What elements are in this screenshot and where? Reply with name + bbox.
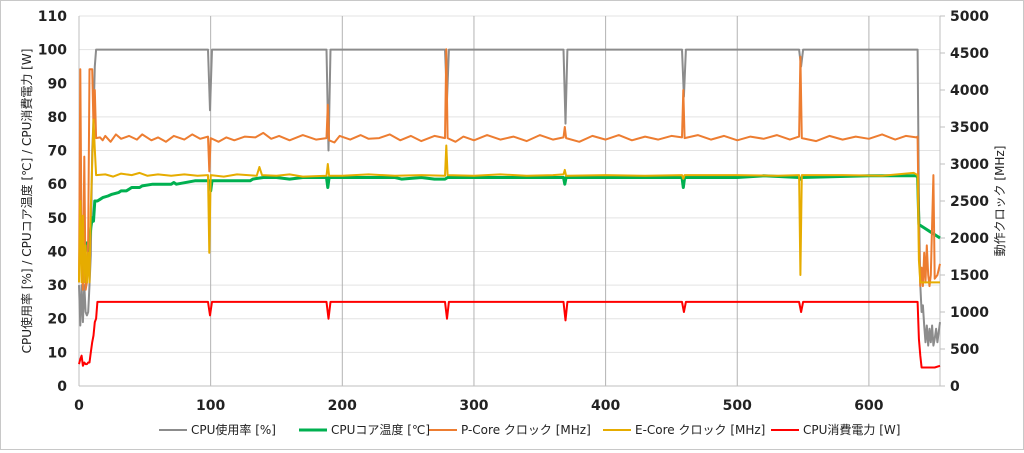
legend-entry: CPU使用率 [%] [191, 422, 276, 437]
legend-entry: CPU消費電力 [W] [803, 422, 900, 437]
y-axis-right-label: 動作クロック [MHz] [993, 146, 1007, 257]
y-left-tick-label: 90 [48, 76, 68, 92]
legend: CPU使用率 [%] CPUコア温度 [℃] P-Core クロック [MHz] E-… [159, 422, 900, 437]
y-right-tick-label: 2500 [950, 194, 989, 210]
legend-entry: E-Core クロック [MHz] [635, 423, 765, 437]
legend-entry: CPUコア温度 [℃] [331, 422, 430, 437]
y-axis-left-label: CPU使用率 [%] / CPUコア温度 [℃] / CPU消費電力 [W] [19, 49, 34, 354]
x-tick-label: 200 [328, 398, 357, 414]
y-right-tick-label: 3500 [950, 120, 989, 136]
y-left-tick-label: 10 [48, 345, 68, 361]
legend-entry: P-Core クロック [MHz] [461, 423, 591, 437]
x-tick-label: 300 [459, 398, 488, 414]
series-lines [78, 48, 941, 369]
y-left-tick-label: 50 [48, 211, 68, 227]
y-right-tick-label: 0 [950, 379, 960, 395]
y-left-tick-label: 60 [48, 177, 68, 193]
y-right-tick-label: 500 [950, 342, 979, 358]
x-tick-label: 400 [591, 398, 620, 414]
y-left-tick-label: 80 [48, 110, 68, 126]
y-right-tick-label: 2000 [950, 231, 989, 247]
series-line-3 [78, 118, 940, 284]
y-right-tick-label: 1500 [950, 268, 989, 284]
y-left-tick-label: 70 [48, 144, 68, 160]
series-line-4 [78, 300, 941, 369]
x-tick-label: 100 [196, 398, 225, 414]
series-line-1 [85, 174, 941, 253]
x-tick-label: 600 [854, 398, 883, 414]
x-tick-label: 0 [74, 398, 84, 414]
y-left-tick-label: 0 [57, 379, 67, 395]
y-right-tick-label: 5000 [950, 9, 989, 25]
y-left-tick-label: 100 [38, 43, 67, 59]
x-tick-label: 500 [723, 398, 752, 414]
y-right-tick-label: 4500 [950, 46, 989, 62]
series-line-2 [78, 48, 941, 291]
series-line-0 [78, 48, 941, 347]
y-left-tick-label: 40 [48, 244, 68, 260]
y-left-tick-label: 110 [38, 9, 67, 25]
y-left-tick-label: 30 [48, 278, 68, 294]
axis-ticks: 0102030405060708090100110050010001500200… [38, 9, 989, 414]
y-right-tick-label: 4000 [950, 83, 989, 99]
y-right-tick-label: 1000 [950, 305, 989, 321]
y-right-tick-label: 3000 [950, 157, 989, 173]
y-left-tick-label: 20 [48, 312, 68, 328]
